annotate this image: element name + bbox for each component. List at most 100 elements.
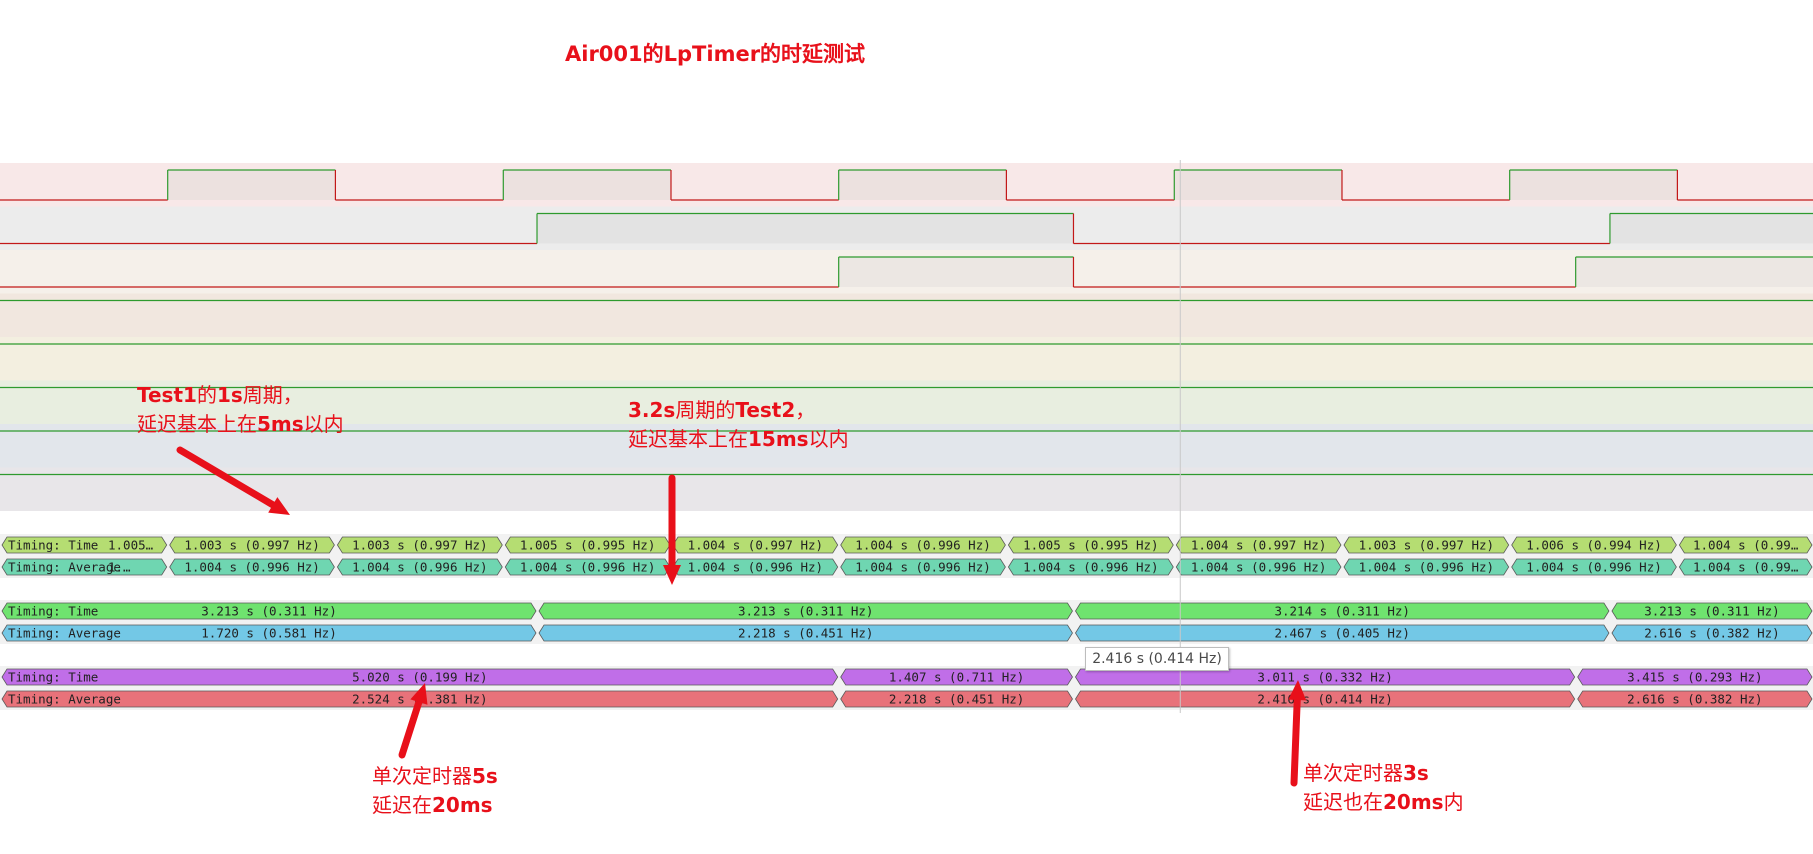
channel-2-pulse — [1609, 213, 1813, 244]
measure-segment — [1611, 624, 1813, 642]
measure-segment — [1075, 690, 1576, 708]
measure-segment — [1175, 558, 1342, 576]
measure-segment — [1075, 624, 1610, 642]
segment-label: 1.003 s (0.997 Hz) — [184, 538, 319, 553]
row-label: Timing: Average — [8, 692, 121, 707]
segment-label: 1.004 s (0.996 Hz) — [520, 560, 655, 575]
annotation-arrow-head — [268, 497, 290, 515]
segment-label: 2.218 s (0.451 Hz) — [738, 626, 873, 641]
segment-label: 1.004 s (0.996 Hz) — [1359, 560, 1494, 575]
row-label: Timing: Average — [8, 560, 121, 575]
measure-segment — [1, 624, 537, 642]
measure-segment — [1, 668, 839, 686]
measure-segment — [840, 690, 1073, 708]
segment-label: 1.005 s (0.995 Hz) — [1023, 538, 1158, 553]
channel-1-pulse — [503, 170, 671, 200]
annotation-arrow — [176, 446, 277, 509]
segment-label: 1.004 s (0.99… — [1693, 538, 1799, 553]
segment-label: 1.003 s (0.997 Hz) — [1359, 538, 1494, 553]
segment-label: 1.004 s (0.996 Hz) — [1191, 560, 1326, 575]
segment-label: 1.004 s (0.996 Hz) — [1023, 560, 1158, 575]
segment-label: 1.004 s (0.997 Hz) — [1191, 538, 1326, 553]
segment-label: 1.004 s (0.996 Hz) — [855, 538, 990, 553]
segment-label: 1.004 s (0.996 Hz) — [688, 560, 823, 575]
row-label: Timing: Time — [8, 670, 98, 685]
annotation-arrow-head — [663, 565, 681, 585]
segment-label: 1.407 s (0.711 Hz) — [889, 670, 1024, 685]
segment-label: 2.218 s (0.451 Hz) — [889, 692, 1024, 707]
segment-label: 1.004 s (0.99… — [1693, 560, 1799, 575]
annotation-oneshot-3s: 单次定时器3s 延迟也在20ms内 — [1303, 761, 1464, 814]
measure-segment — [1577, 668, 1813, 686]
channel-1-pulse — [1509, 170, 1678, 200]
measure-segment — [1678, 558, 1813, 576]
measure-segment — [504, 536, 671, 554]
measure-segment — [1611, 602, 1813, 620]
measure-segment — [336, 558, 503, 576]
segment-label: 1.005… — [108, 538, 154, 553]
annotation-arrow — [1290, 696, 1301, 787]
measure-segment — [1007, 536, 1174, 554]
measure-segment — [1511, 536, 1677, 554]
measure-segment — [336, 536, 503, 554]
measure-segment — [840, 536, 1006, 554]
channel-1-pulse — [1174, 170, 1342, 200]
channel-1-pulse — [838, 170, 1007, 200]
measurement-tooltip: 2.416 s (0.414 Hz) — [1085, 647, 1229, 671]
measure-segment — [1, 536, 168, 554]
segment-label: 3.214 s (0.311 Hz) — [1274, 604, 1409, 619]
measure-segment — [1678, 536, 1813, 554]
measure-segment — [169, 536, 335, 554]
segment-label: 1.006 s (0.994 Hz) — [1526, 538, 1661, 553]
segment-label: 1.004 s (0.996 Hz) — [855, 560, 990, 575]
measure-segment — [1, 558, 168, 576]
measure-segment — [1343, 536, 1510, 554]
row-label: Timing: Time — [8, 538, 98, 553]
measure-segment — [169, 558, 335, 576]
segment-label: 5.020 s (0.199 Hz) — [352, 670, 487, 685]
segment-label: 2.616 s (0.382 Hz) — [1644, 626, 1779, 641]
measure-segment — [840, 668, 1073, 686]
measure-segment — [1007, 558, 1174, 576]
annotation-oneshot-5s: 单次定时器5s 延迟在20ms — [372, 764, 498, 817]
segment-label: 1.004 s (0.996 Hz) — [184, 560, 319, 575]
measure-segment — [1175, 536, 1342, 554]
measure-segment — [1, 602, 537, 620]
measure-segment — [504, 558, 671, 576]
segment-label: 1.720 s (0.581 Hz) — [201, 626, 336, 641]
segment-label: 3.213 s (0.311 Hz) — [1644, 604, 1779, 619]
segment-label: 3.415 s (0.293 Hz) — [1627, 670, 1762, 685]
measure-segment — [1577, 690, 1813, 708]
measure-segment — [1511, 558, 1677, 576]
segment-label: 1.005 s (0.995 Hz) — [520, 538, 655, 553]
segment-label: 1.… — [108, 560, 131, 575]
segment-label: 2.616 s (0.382 Hz) — [1627, 692, 1762, 707]
annotation-arrow-head — [1288, 680, 1307, 701]
measure-segment — [1075, 602, 1610, 620]
row-label: Timing: Average — [8, 626, 121, 641]
segment-label: 1.003 s (0.997 Hz) — [352, 538, 487, 553]
measure-segment — [538, 624, 1073, 642]
segment-label: 1.004 s (0.996 Hz) — [352, 560, 487, 575]
channel-1-pulse — [167, 170, 336, 200]
segment-label: 2.467 s (0.405 Hz) — [1274, 626, 1409, 641]
segment-label: 3.213 s (0.311 Hz) — [738, 604, 873, 619]
annotation-arrow — [398, 698, 423, 759]
segment-label: 1.004 s (0.997 Hz) — [688, 538, 823, 553]
page-title: Air001的LpTimer的时延测试 — [565, 42, 866, 66]
annotation-arrow-head — [410, 683, 428, 705]
segment-label: 3.011 s (0.332 Hz) — [1257, 670, 1392, 685]
measure-segment — [1343, 558, 1510, 576]
segment-label: 1.004 s (0.996 Hz) — [1526, 560, 1661, 575]
row-label: Timing: Time — [8, 604, 98, 619]
channel-2-pulse — [537, 213, 1074, 244]
annotation-test2: 3.2s周期的Test2， 延迟基本上在15ms以内 — [628, 398, 849, 451]
annotation-test1: Test1的1s周期， 延迟基本上在5ms以内 — [137, 383, 344, 436]
segment-label: 3.213 s (0.311 Hz) — [201, 604, 336, 619]
channel-3-pulse — [1575, 257, 1813, 287]
measure-segment — [1075, 668, 1576, 686]
measure-segment — [538, 602, 1073, 620]
segment-label: 2.416 s (0.414 Hz) — [1257, 692, 1392, 707]
